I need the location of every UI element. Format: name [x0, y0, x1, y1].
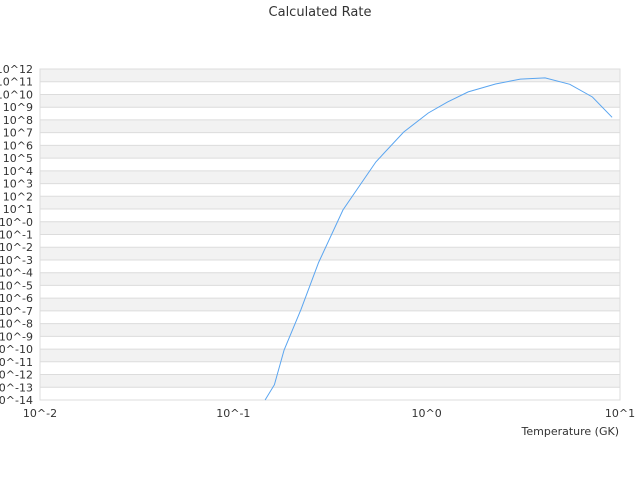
- y-tick-label: 10^-6: [0, 292, 33, 305]
- grid-band: [40, 349, 620, 362]
- grid-band: [40, 145, 620, 159]
- y-tick-label: 10^9: [3, 101, 33, 114]
- y-tick-label: 10^-1: [0, 229, 33, 242]
- y-tick-label: 10^-11: [0, 356, 33, 369]
- y-tick-label: 10^3: [3, 178, 33, 191]
- grid-band: [40, 374, 620, 388]
- y-tick-label: 10^1: [3, 203, 33, 216]
- y-tick-label: 10^-7: [0, 305, 33, 318]
- x-tick-label: 10^0: [412, 407, 442, 420]
- x-tick-label: 10^-1: [216, 407, 250, 420]
- y-tick-label: 10^4: [3, 165, 33, 178]
- y-tick-label: 10^8: [3, 114, 33, 127]
- chart-title: Calculated Rate: [269, 5, 372, 20]
- grid-band: [40, 247, 620, 260]
- y-tick-label: 10^-14: [0, 394, 33, 407]
- y-tick-label: 10^2: [3, 190, 33, 203]
- x-axis-label: Temperature (GK): [521, 425, 620, 438]
- y-tick-label: 10^10: [0, 88, 33, 101]
- grid-band: [40, 170, 620, 184]
- y-tick-label: 10^6: [3, 139, 33, 152]
- x-tick-label: 10^-2: [23, 407, 57, 420]
- grid-band: [40, 323, 620, 337]
- y-tick-label: 10^-8: [0, 318, 33, 331]
- y-tick-label: 10^-10: [0, 343, 33, 356]
- y-tick-label: 10^-3: [0, 254, 33, 267]
- y-tick-label: 10^-12: [0, 369, 33, 382]
- y-tick-label: 10^-9: [0, 330, 33, 343]
- grid-band: [40, 119, 620, 133]
- grid-band: [40, 94, 620, 108]
- grid-band: [40, 272, 620, 286]
- y-tick-label: 10^-13: [0, 381, 33, 394]
- y-tick-label: 10^7: [3, 127, 33, 140]
- grid-band: [40, 196, 620, 210]
- x-tick-label: 10^1: [605, 407, 635, 420]
- grid-band: [40, 221, 620, 235]
- y-tick-label: 10^-0: [0, 216, 33, 229]
- y-tick-label: 10^11: [0, 76, 33, 89]
- y-tick-label: 10^-2: [0, 241, 33, 254]
- rate-line: [264, 77, 613, 401]
- y-tick-label: 10^12: [0, 63, 33, 76]
- y-tick-label: 10^-4: [0, 267, 33, 280]
- y-tick-label: 10^5: [3, 152, 33, 165]
- grid-band: [40, 69, 620, 82]
- grid-band: [40, 298, 620, 311]
- y-tick-label: 10^-5: [0, 279, 33, 292]
